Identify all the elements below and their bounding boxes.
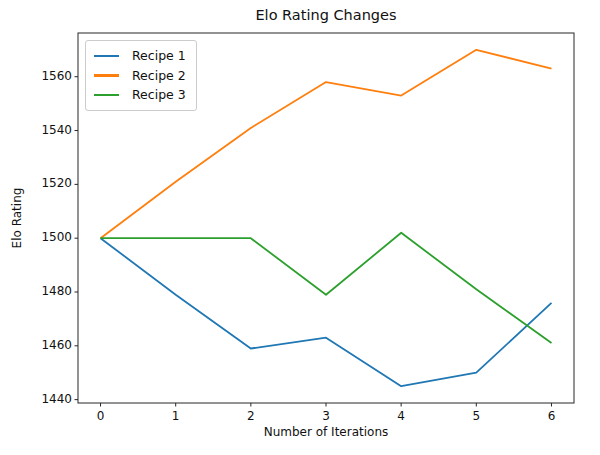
x-tick-label: 2 <box>236 409 266 423</box>
x-tick-label: 0 <box>86 409 116 423</box>
figure: Elo Rating Changes Number of Iterations … <box>0 0 600 455</box>
x-tick-label: 6 <box>536 409 566 423</box>
legend-item: Recipe 3 <box>94 85 186 105</box>
legend-line-icon <box>94 74 119 77</box>
series-line-recipe-1 <box>101 238 552 386</box>
legend-label: Recipe 2 <box>132 68 186 83</box>
legend-item: Recipe 2 <box>94 66 186 86</box>
legend-item: Recipe 1 <box>94 46 186 66</box>
y-tick-label: 1540 <box>30 123 72 137</box>
x-tick-label: 4 <box>386 409 416 423</box>
y-tick-label: 1480 <box>30 284 72 298</box>
legend-label: Recipe 3 <box>132 87 186 102</box>
y-tick-label: 1500 <box>30 230 72 244</box>
y-axis-label: Elo Rating <box>10 188 24 249</box>
x-tick-label: 1 <box>161 409 191 423</box>
x-axis-label: Number of Iterations <box>78 425 574 439</box>
legend-line-icon <box>94 55 119 58</box>
legend-label: Recipe 1 <box>132 48 186 63</box>
x-tick-label: 3 <box>311 409 341 423</box>
y-tick-label: 1440 <box>30 392 72 406</box>
legend-line-icon <box>94 94 119 97</box>
x-tick-label: 5 <box>461 409 491 423</box>
y-tick-label: 1560 <box>30 69 72 83</box>
legend: Recipe 1 Recipe 2 Recipe 3 <box>85 40 197 111</box>
y-tick-label: 1460 <box>30 338 72 352</box>
y-tick-label: 1520 <box>30 176 72 190</box>
